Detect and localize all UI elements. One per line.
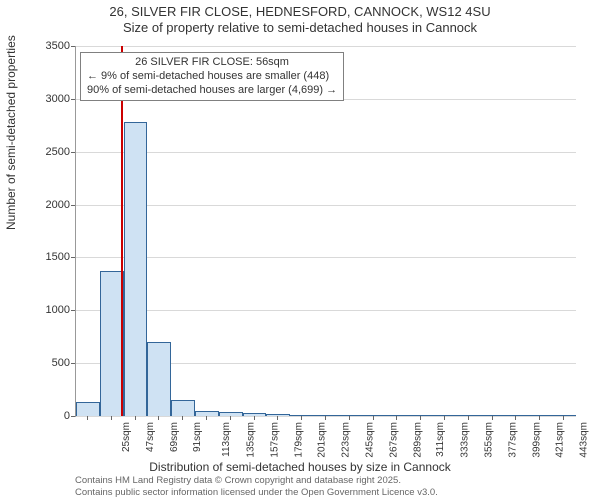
- x-tick-label: 201sqm: [317, 422, 328, 458]
- x-tick-mark: [325, 416, 326, 420]
- x-tick-label: 25sqm: [121, 422, 132, 452]
- x-tick-mark: [254, 416, 255, 420]
- gridline: [76, 152, 576, 153]
- x-tick-mark: [396, 416, 397, 420]
- title-line-1: 26, SILVER FIR CLOSE, HEDNESFORD, CANNOC…: [109, 4, 490, 19]
- footer-attribution: Contains HM Land Registry data © Crown c…: [75, 475, 438, 498]
- histogram-bar: [290, 415, 314, 416]
- x-tick-mark: [230, 416, 231, 420]
- histogram-bar: [195, 411, 219, 416]
- x-tick-label: 179sqm: [293, 422, 304, 458]
- histogram-bar: [171, 400, 195, 416]
- x-tick-mark: [277, 416, 278, 420]
- annotation-line-2: ← 9% of semi-detached houses are smaller…: [87, 70, 337, 84]
- histogram-bar: [481, 415, 505, 416]
- gridline: [76, 205, 576, 206]
- x-tick-label: 289sqm: [412, 422, 423, 458]
- y-tick-label: 2500: [20, 146, 70, 158]
- x-tick-mark: [420, 416, 421, 420]
- x-tick-label: 377sqm: [507, 422, 518, 458]
- y-tick-label: 500: [20, 357, 70, 369]
- highlight-line: [121, 46, 123, 416]
- y-tick-label: 3000: [20, 93, 70, 105]
- x-tick-label: 223sqm: [341, 422, 352, 458]
- histogram-bar: [409, 415, 433, 416]
- x-tick-mark: [563, 416, 564, 420]
- y-tick-mark: [71, 205, 75, 206]
- x-tick-label: 421sqm: [555, 422, 566, 458]
- y-tick-mark: [71, 363, 75, 364]
- y-tick-mark: [71, 99, 75, 100]
- x-tick-mark: [515, 416, 516, 420]
- x-tick-mark: [468, 416, 469, 420]
- gridline: [76, 416, 576, 417]
- histogram-bar: [100, 271, 124, 416]
- histogram-bar: [528, 415, 552, 416]
- x-tick-mark: [349, 416, 350, 420]
- x-tick-label: 355sqm: [484, 422, 495, 458]
- y-tick-mark: [71, 416, 75, 417]
- histogram-bar: [76, 402, 100, 416]
- y-tick-mark: [71, 46, 75, 47]
- x-tick-label: 135sqm: [246, 422, 257, 458]
- x-tick-label: 267sqm: [388, 422, 399, 458]
- x-tick-mark: [444, 416, 445, 420]
- annotation-line-3: 90% of semi-detached houses are larger (…: [87, 84, 337, 98]
- title-line-2: Size of property relative to semi-detach…: [123, 20, 477, 35]
- y-tick-mark: [71, 152, 75, 153]
- histogram-bar: [457, 415, 481, 416]
- x-tick-mark: [492, 416, 493, 420]
- x-tick-label: 69sqm: [169, 422, 180, 452]
- footer-line-2: Contains public sector information licen…: [75, 487, 438, 498]
- annotation-line-1: 26 SILVER FIR CLOSE: 56sqm: [87, 56, 337, 70]
- y-axis-label: Number of semi-detached properties: [4, 35, 18, 230]
- y-tick-mark: [71, 310, 75, 311]
- x-tick-label: 47sqm: [145, 422, 156, 452]
- histogram-bar: [243, 413, 267, 416]
- annotation-box: 26 SILVER FIR CLOSE: 56sqm ← 9% of semi-…: [80, 52, 344, 101]
- plot-area: [75, 46, 576, 417]
- x-tick-label: 311sqm: [435, 422, 446, 457]
- x-tick-mark: [206, 416, 207, 420]
- x-tick-mark: [158, 416, 159, 420]
- histogram-bar: [124, 122, 148, 416]
- y-tick-label: 0: [20, 410, 70, 422]
- y-tick-label: 2000: [20, 199, 70, 211]
- histogram-bar: [147, 342, 171, 416]
- x-tick-label: 245sqm: [365, 422, 376, 458]
- y-tick-mark: [71, 257, 75, 258]
- histogram-bar: [219, 412, 243, 416]
- chart-title: 26, SILVER FIR CLOSE, HEDNESFORD, CANNOC…: [0, 4, 600, 37]
- y-tick-label: 1500: [20, 251, 70, 263]
- x-tick-mark: [111, 416, 112, 420]
- histogram-bar: [552, 415, 576, 416]
- histogram-bar: [266, 414, 290, 416]
- x-tick-mark: [373, 416, 374, 420]
- x-tick-mark: [539, 416, 540, 420]
- figure: 26, SILVER FIR CLOSE, HEDNESFORD, CANNOC…: [0, 0, 600, 500]
- x-tick-label: 113sqm: [221, 422, 232, 457]
- x-tick-label: 91sqm: [192, 422, 203, 452]
- x-tick-label: 399sqm: [531, 422, 542, 458]
- histogram-bar: [386, 415, 410, 416]
- gridline: [76, 46, 576, 47]
- y-tick-label: 1000: [20, 304, 70, 316]
- y-tick-label: 3500: [20, 40, 70, 52]
- gridline: [76, 257, 576, 258]
- gridline: [76, 310, 576, 311]
- x-tick-mark: [301, 416, 302, 420]
- x-axis-label: Distribution of semi-detached houses by …: [0, 460, 600, 474]
- histogram-bar: [314, 415, 338, 416]
- histogram-bar: [362, 415, 386, 416]
- x-tick-label: 157sqm: [269, 422, 280, 458]
- footer-line-1: Contains HM Land Registry data © Crown c…: [75, 475, 401, 486]
- histogram-bar: [505, 415, 529, 416]
- x-tick-label: 333sqm: [460, 422, 471, 458]
- histogram-bar: [338, 415, 362, 416]
- x-tick-mark: [87, 416, 88, 420]
- x-tick-mark: [182, 416, 183, 420]
- x-tick-label: 443sqm: [579, 422, 590, 458]
- histogram-bar: [433, 415, 457, 416]
- x-tick-mark: [135, 416, 136, 420]
